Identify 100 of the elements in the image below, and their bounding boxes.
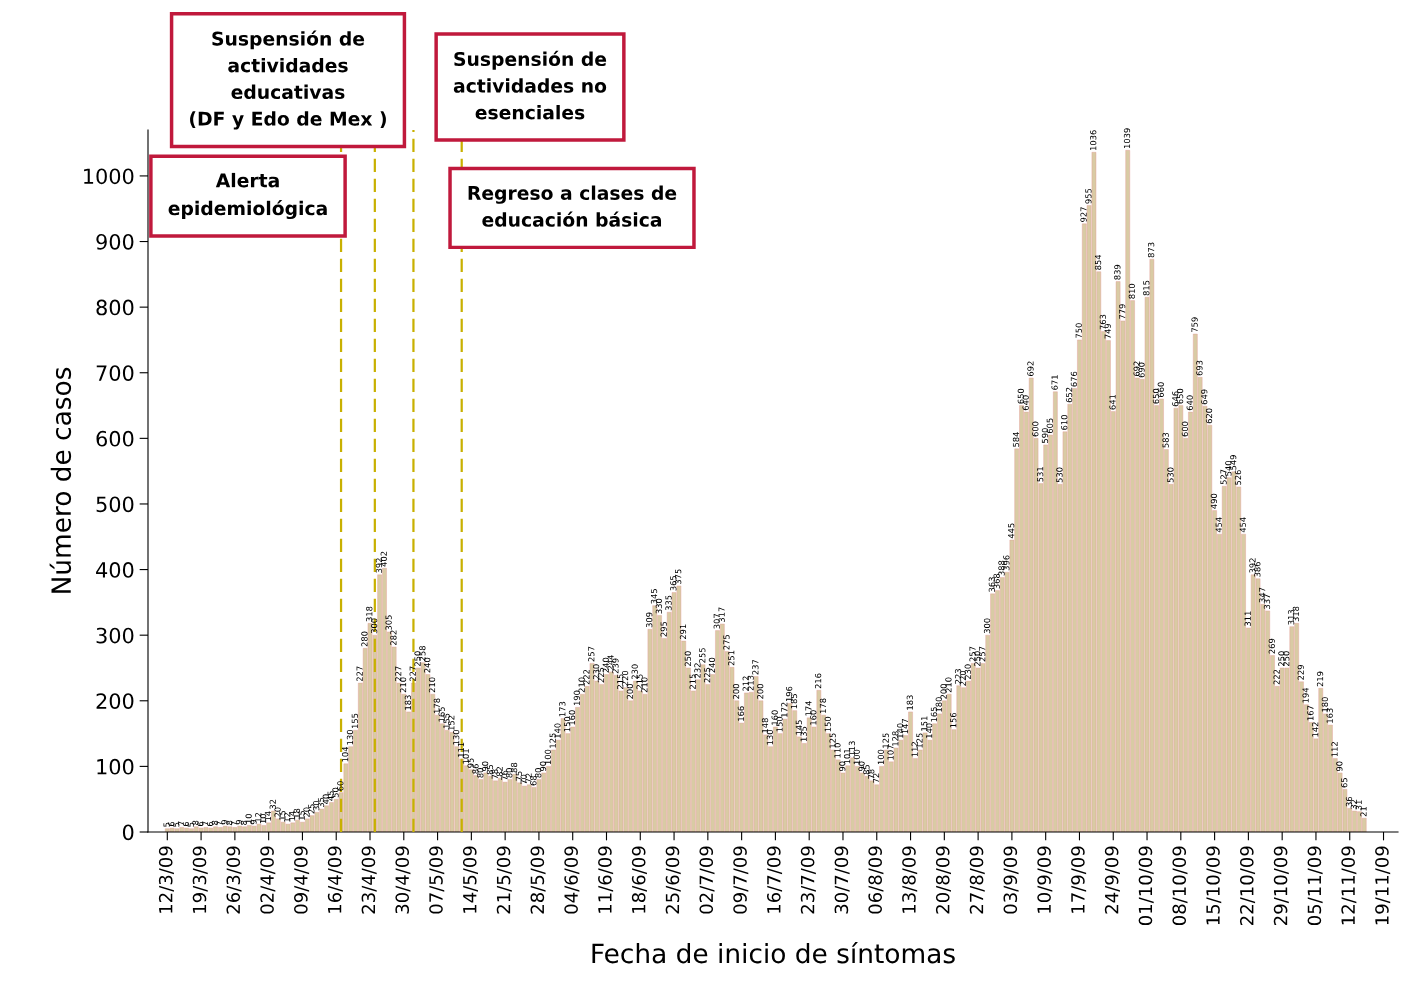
data-label: 10 [245,814,252,824]
data-label: 125 [916,733,923,748]
ref-line-label: Suspensión de actividades educativas (DF y Edo de Mex ) [190,30,386,130]
x-tick-label: 29/10/09 [1273,846,1289,925]
data-label: 652 [1065,387,1073,403]
x-tick-label: 03/9/09 [1003,846,1019,914]
data-label: 692 [1133,361,1140,377]
data-label: 257 [979,646,986,662]
data-label: 150 [824,716,831,732]
data-label: 240 [424,657,431,673]
x-tick-label: 04/6/09 [564,846,580,914]
data-label: 227 [356,666,363,682]
data-label: 402 [380,551,387,567]
x-tick-label: 01/10/09 [1138,846,1154,926]
x-tick-label: 02/7/09 [699,846,715,914]
x-tick-label: 16/7/09 [766,846,783,913]
data-label: 311 [1244,611,1251,626]
x-tick-label: 27/8/09 [969,846,985,914]
data-label: 9 [235,819,243,825]
data-label: 251 [728,650,735,666]
data-label: 815 [1143,280,1150,296]
x-tick-label: 19/3/09 [192,846,208,913]
data-label: 854 [1094,254,1102,270]
data-label: 200 [940,684,947,699]
x-tick-label: 21/5/09 [496,846,512,914]
data-label: 927 [1080,207,1087,222]
data-label: 135 [800,726,807,742]
data-label: 20 [303,807,310,817]
data-label: 180 [1321,697,1329,712]
data-label: 152 [448,715,455,730]
x-tick-label: 23/7/09 [800,846,816,914]
data-label: 282 [390,630,397,645]
data-label: 237 [752,659,759,675]
data-label: 530 [1167,467,1174,483]
x-tick-label: 07/5/09 [429,846,445,914]
data-label: 111 [457,742,465,757]
data-label: 112 [1331,742,1338,757]
data-label: 60 [337,781,344,791]
data-label: 82 [496,767,503,777]
bar [1279,667,1285,832]
x-tick-label: 09/4/09 [294,846,310,914]
data-label: 363 [988,577,996,592]
data-label: 219 [1316,671,1324,687]
data-label: 160 [771,710,778,725]
data-label: 600 [1181,421,1189,437]
data-label: 307 [713,614,720,629]
data-label: 244 [607,655,614,670]
data-label: 258 [419,646,426,661]
data-label: 330 [655,598,662,614]
x-tick-label: 22/10/09 [1239,846,1256,925]
data-label: 255 [699,648,706,663]
data-label: 110 [834,743,841,758]
data-label: 185 [790,694,798,709]
x-tick-label: 12/11/09 [1341,846,1357,925]
data-label: 72 [872,773,880,783]
data-label: 250 [414,651,421,666]
data-label: 160 [568,710,576,725]
data-label: 386 [1254,561,1261,577]
x-tick-label: 10/9/09 [1037,846,1053,913]
data-label: 8 [211,820,218,825]
x-tick-label: 06/8/09 [868,846,884,914]
data-label: 646 [1172,391,1179,407]
data-label: 7 [202,821,209,826]
data-label: 180 [935,697,942,712]
data-label: 31 [1355,800,1362,810]
data-label: 250 [1278,651,1285,666]
data-label: 210 [641,677,648,693]
data-label: 140 [554,723,561,738]
data-label: 335 [665,595,672,611]
data-label: 112 [911,742,918,757]
data-label: 454 [1215,517,1222,533]
data-label: 68 [530,775,537,786]
data-label: 90 [839,761,846,772]
data-label: 779 [1119,304,1126,319]
data-label: 275 [723,635,730,650]
data-label: 5 [173,822,180,827]
bar [1115,281,1121,832]
data-label: 605 [1046,418,1053,434]
data-label: 183 [404,695,412,710]
data-label: 671 [1051,375,1058,390]
bar [560,718,566,832]
x-tick-label: 18/6/09 [631,846,647,913]
data-label: 650 [1176,388,1184,404]
bar [309,815,315,832]
data-label: 8 [226,820,233,825]
data-label: 257 [588,646,595,662]
x-tick-label: 16/4/09 [327,846,343,913]
data-label: 65 [1341,778,1348,788]
y-tick-label: 100 [97,758,134,775]
data-label: 692 [1027,361,1034,377]
data-label: 148 [761,718,769,733]
bar [502,781,508,832]
data-label: 230 [631,664,638,680]
x-tick-label: 28/5/09 [530,846,546,914]
data-label: 540 [1225,460,1232,476]
data-label: 140 [897,723,904,738]
data-label: 200 [732,684,740,699]
y-tick-label: 600 [96,430,134,447]
data-label: 130 [766,729,773,745]
data-label: 232 [694,663,701,678]
